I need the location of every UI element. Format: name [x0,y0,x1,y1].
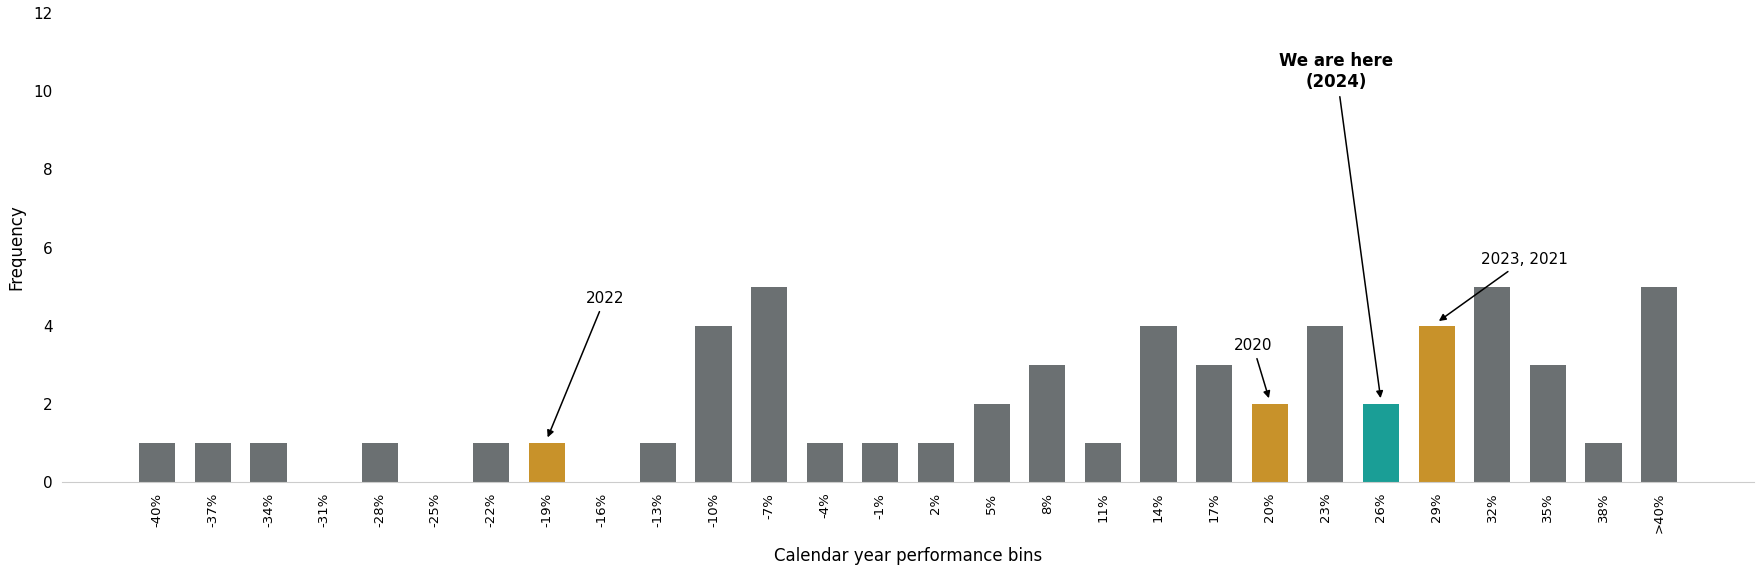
Bar [1141,326,1176,482]
Bar [1028,365,1065,482]
Text: 2022: 2022 [548,291,623,436]
Bar [528,443,565,482]
Bar [1474,287,1511,482]
Bar [1307,326,1344,482]
Bar [917,443,954,482]
Bar [250,443,287,482]
X-axis label: Calendar year performance bins: Calendar year performance bins [775,547,1043,565]
Bar [361,443,398,482]
Bar [863,443,898,482]
Bar [1085,443,1122,482]
Y-axis label: Frequency: Frequency [7,205,25,291]
Bar [1585,443,1622,482]
Text: 2023, 2021: 2023, 2021 [1440,252,1567,320]
Text: We are here
(2024): We are here (2024) [1280,53,1393,396]
Bar [807,443,844,482]
Bar [1530,365,1566,482]
Bar [750,287,787,482]
Bar [1419,326,1455,482]
Bar [195,443,231,482]
Bar [1252,404,1287,482]
Bar [1641,287,1676,482]
Text: 2020: 2020 [1234,338,1271,396]
Bar [474,443,509,482]
Bar [696,326,731,482]
Bar [639,443,676,482]
Bar [139,443,176,482]
Bar [974,404,1009,482]
Bar [1196,365,1233,482]
Bar [1363,404,1398,482]
